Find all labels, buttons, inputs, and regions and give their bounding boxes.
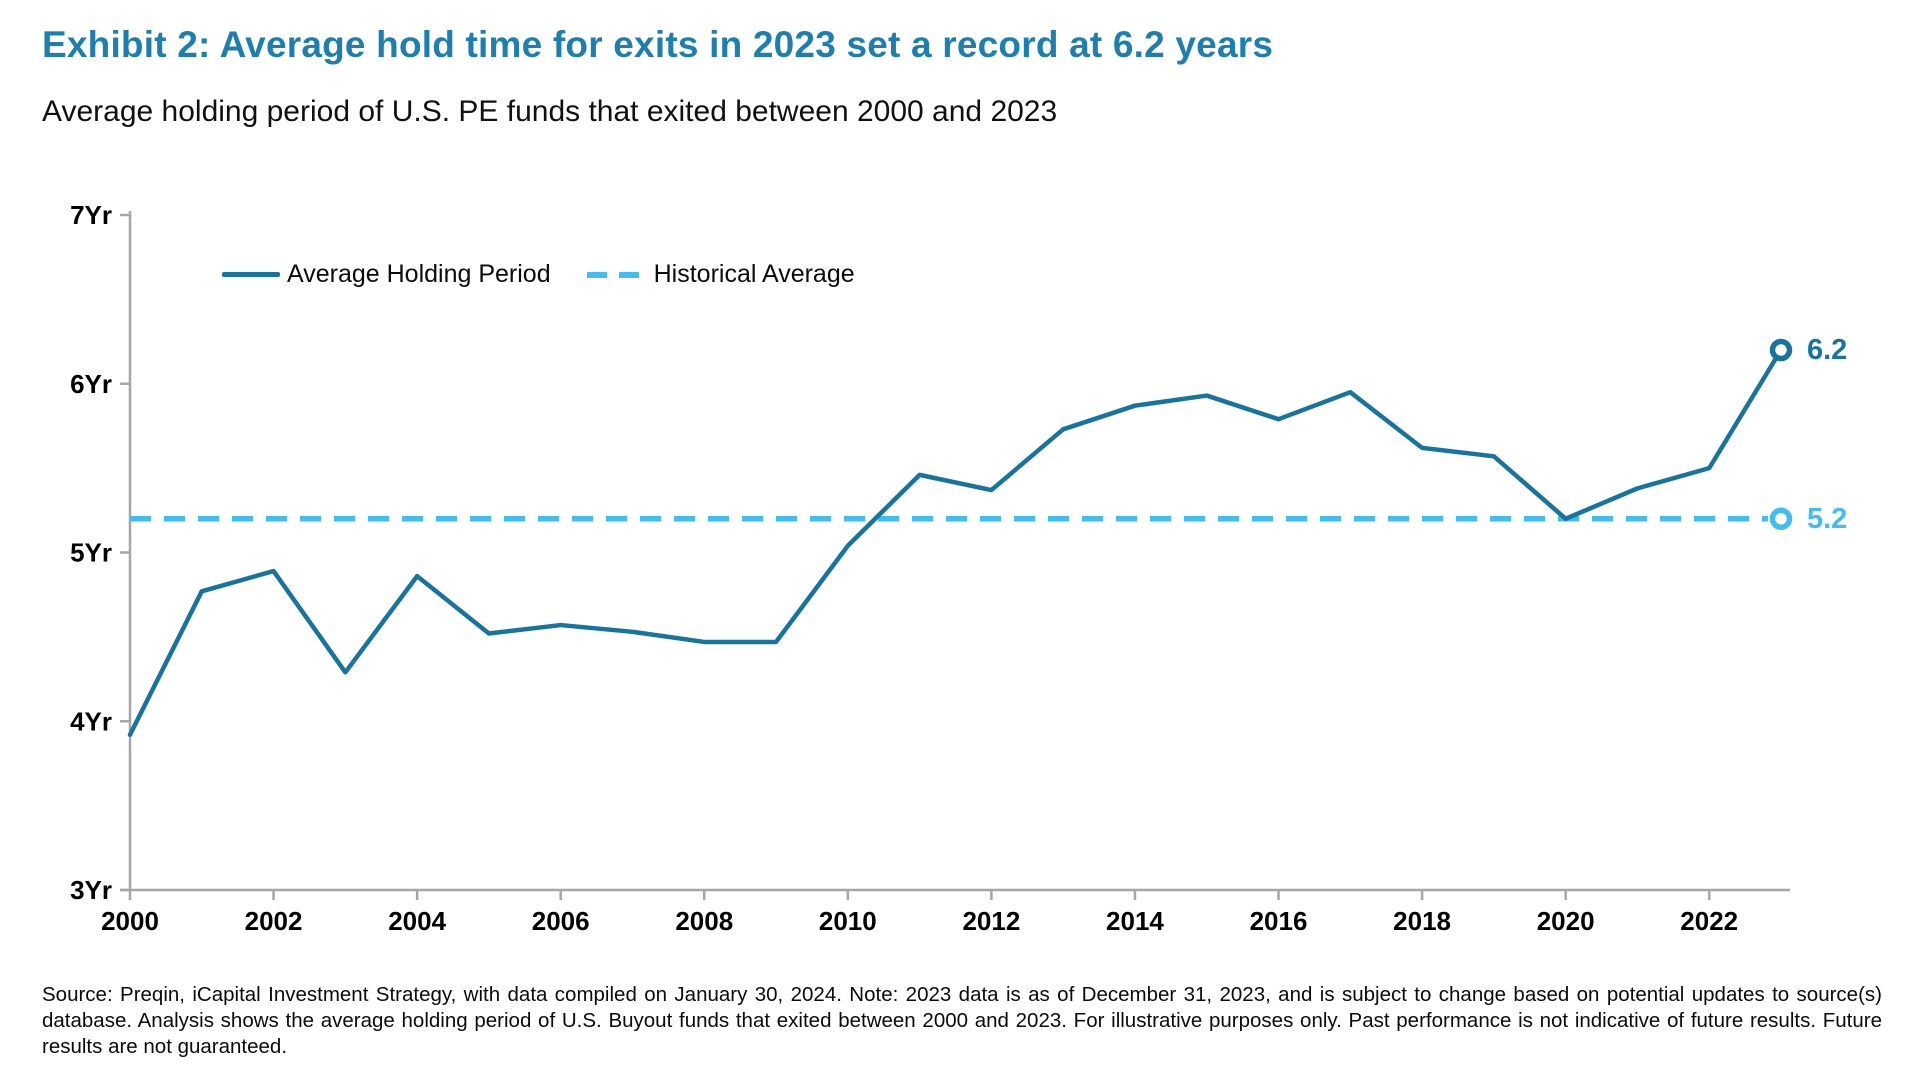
exhibit-title: Exhibit 2: Average hold time for exits i… <box>42 24 1274 65</box>
chart-subtitle: Average holding period of U.S. PE funds … <box>42 95 1058 128</box>
average-value-label: 5.2 <box>1807 503 1847 535</box>
dashed-line-swatch-icon <box>586 271 647 278</box>
legend-label: Historical Average <box>653 260 855 288</box>
x-tick-label: 2008 <box>675 906 733 936</box>
x-tick-label: 2000 <box>101 906 159 936</box>
x-tick-label: 2014 <box>1106 906 1164 936</box>
solid-line-swatch-icon <box>222 272 280 277</box>
x-tick-label: 2020 <box>1537 906 1595 936</box>
endpoint-marker-2023 <box>1769 338 1793 362</box>
x-tick-label: 2012 <box>962 906 1020 936</box>
historical-average-marker <box>1769 507 1793 530</box>
y-tick-label: 7Yr <box>70 200 112 230</box>
y-tick-label: 4Yr <box>70 706 112 736</box>
chart-legend: Average Holding Period Historical Averag… <box>222 260 855 289</box>
source-note: Source: Preqin, iCapital Investment Stra… <box>42 983 1882 1059</box>
y-tick-label: 5Yr <box>70 538 112 568</box>
x-tick-label: 2022 <box>1680 906 1738 936</box>
x-tick-label: 2002 <box>245 906 303 936</box>
end-value-label: 6.2 <box>1807 334 1847 366</box>
legend-item-average-holding-period: Average Holding Period <box>222 260 551 289</box>
x-tick-label: 2016 <box>1250 906 1308 936</box>
y-tick-label: 6Yr <box>70 369 112 399</box>
holding-period-line <box>127 347 1784 737</box>
y-tick-label: 3Yr <box>70 875 112 905</box>
x-tick-label: 2010 <box>819 906 877 936</box>
x-tick-label: 2006 <box>532 906 590 936</box>
x-tick-label: 2018 <box>1393 906 1451 936</box>
x-tick-label: 2004 <box>388 906 446 936</box>
legend-label: Average Holding Period <box>287 260 551 288</box>
legend-item-historical-average: Historical Average <box>586 260 855 289</box>
